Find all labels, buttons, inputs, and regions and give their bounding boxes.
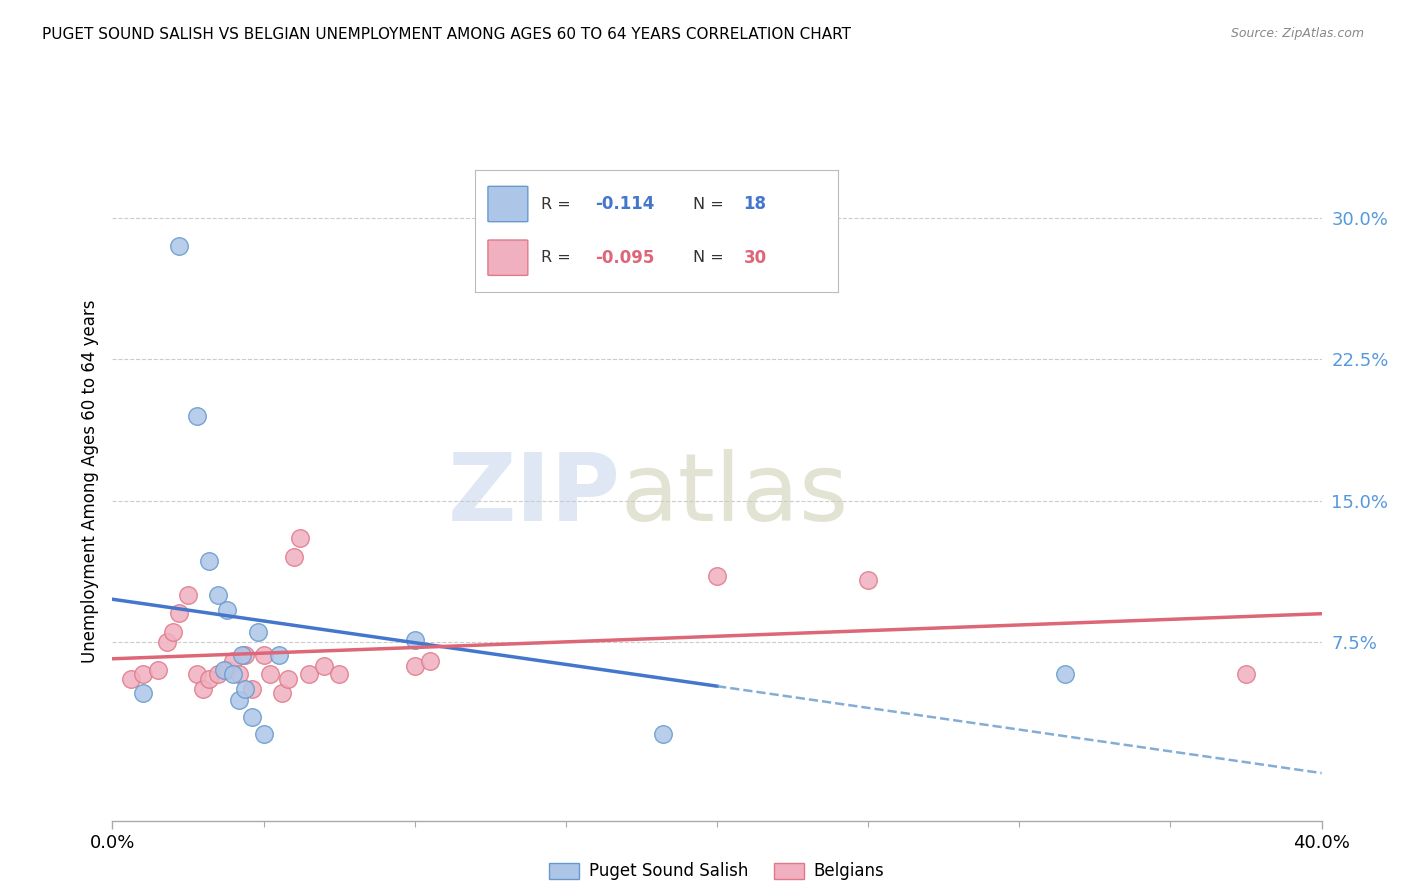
Point [167, 607, 190, 621]
Point [404, 632, 426, 647]
Point [198, 554, 221, 568]
Point [222, 666, 245, 681]
Point [328, 666, 350, 681]
Point [191, 681, 214, 696]
Point [222, 654, 245, 668]
FancyBboxPatch shape [488, 186, 527, 222]
Point [283, 549, 305, 564]
Point [419, 654, 441, 668]
Point [217, 603, 239, 617]
Y-axis label: Unemployment Among Ages 60 to 64 years: Unemployment Among Ages 60 to 64 years [80, 300, 98, 664]
FancyBboxPatch shape [488, 240, 527, 276]
Point [186, 666, 208, 681]
Point [167, 239, 190, 253]
Point [270, 685, 292, 699]
Point [1234, 666, 1257, 681]
Point [235, 648, 257, 662]
Point [706, 569, 728, 583]
Point [267, 648, 290, 662]
Text: atlas: atlas [620, 450, 849, 541]
Point [156, 634, 179, 648]
Point [132, 666, 155, 681]
Text: N =: N = [693, 196, 724, 211]
Point [186, 409, 208, 423]
Point [217, 663, 239, 677]
Text: ZIP: ZIP [447, 450, 620, 541]
Text: Source: ZipAtlas.com: Source: ZipAtlas.com [1230, 27, 1364, 40]
Text: 30: 30 [744, 249, 766, 267]
Point [235, 681, 257, 696]
Point [856, 573, 880, 587]
Text: -0.095: -0.095 [595, 249, 654, 267]
Point [198, 673, 221, 687]
Point [298, 666, 321, 681]
Point [146, 663, 169, 677]
Point [277, 673, 299, 687]
Point [240, 681, 263, 696]
Point [240, 710, 263, 724]
Text: N =: N = [693, 250, 724, 265]
Text: PUGET SOUND SALISH VS BELGIAN UNEMPLOYMENT AMONG AGES 60 TO 64 YEARS CORRELATION: PUGET SOUND SALISH VS BELGIAN UNEMPLOYME… [42, 27, 851, 42]
Text: -0.114: -0.114 [595, 195, 654, 213]
Point [162, 625, 184, 640]
Point [314, 659, 336, 673]
Point [404, 659, 426, 673]
Point [231, 648, 253, 662]
Point [246, 625, 269, 640]
Point [120, 673, 142, 687]
Point [651, 727, 673, 741]
Point [177, 588, 200, 602]
Point [1053, 666, 1076, 681]
Text: 18: 18 [744, 195, 766, 213]
Point [228, 693, 250, 707]
Point [207, 588, 229, 602]
Legend: Puget Sound Salish, Belgians: Puget Sound Salish, Belgians [543, 855, 891, 887]
Point [214, 663, 236, 677]
Point [253, 648, 276, 662]
Point [259, 666, 281, 681]
Text: R =: R = [540, 196, 571, 211]
Point [207, 666, 229, 681]
Point [288, 531, 311, 545]
Text: R =: R = [540, 250, 571, 265]
Point [228, 666, 250, 681]
Point [253, 727, 276, 741]
Point [132, 685, 155, 699]
